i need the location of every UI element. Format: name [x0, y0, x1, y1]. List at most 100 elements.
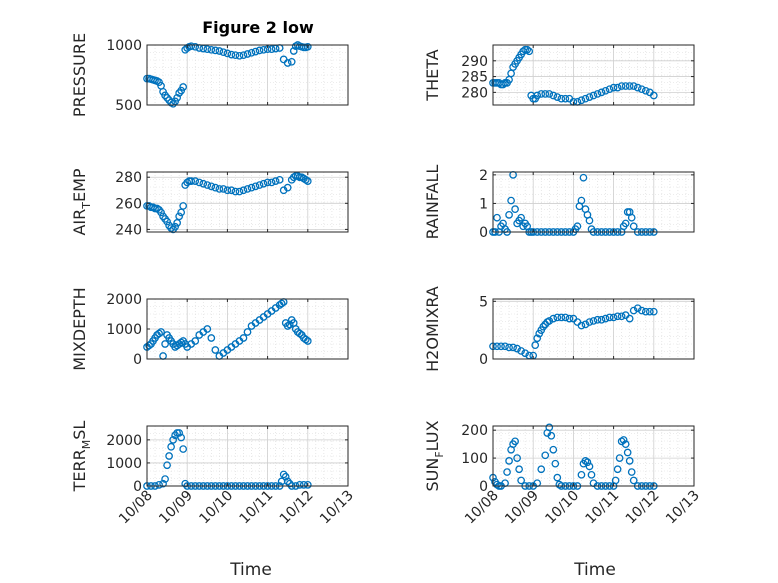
- data-point: [251, 47, 260, 56]
- data-point: [627, 213, 636, 222]
- data-point: [239, 51, 248, 60]
- data-point: [235, 187, 244, 196]
- data-point: [509, 343, 517, 352]
- y-axis-label: SUNFLUX: [423, 420, 446, 491]
- data-point: [561, 313, 570, 322]
- data-point: [157, 208, 165, 217]
- data-point: [275, 175, 284, 184]
- data-point: [593, 90, 602, 98]
- data-point: [207, 45, 216, 54]
- data-point: [557, 313, 566, 322]
- y-axis-label: AIRTEMP: [70, 168, 93, 235]
- data-point: [271, 177, 280, 185]
- data-point: [295, 329, 304, 338]
- data-point: [263, 178, 272, 187]
- data-point: [207, 334, 216, 342]
- y-tick-label: 1000: [106, 38, 142, 54]
- y-tick-label: 260: [115, 196, 142, 212]
- data-point: [553, 313, 562, 322]
- data-point: [561, 94, 570, 103]
- y-tick-label: 1000: [106, 456, 142, 472]
- data-point: [551, 459, 560, 468]
- data-point: [195, 178, 204, 187]
- y-axis-label: H2OMIXRA: [423, 286, 442, 372]
- data-point: [515, 465, 523, 474]
- data-point: [621, 440, 630, 448]
- y-tick-label: 285: [461, 70, 488, 86]
- data-point: [283, 322, 292, 330]
- y-axis-label: PRESSURE: [70, 33, 89, 117]
- data-point: [617, 312, 626, 321]
- data-point: [505, 343, 513, 352]
- data-point: [553, 93, 562, 101]
- data-point: [533, 334, 542, 343]
- y-tick-label: 0: [479, 225, 488, 241]
- subplot-mixdepth: 0 1000 2000 MIXDEPTH: [70, 287, 349, 371]
- data-point: [283, 183, 292, 192]
- data-point: [167, 442, 175, 451]
- axes-frame: [146, 44, 349, 106]
- subplot-h2omixra: 0 5 H2OMIXRA: [423, 286, 695, 372]
- x-axis-label-left: Time: [229, 560, 272, 580]
- data-point: [493, 213, 501, 222]
- data-point: [609, 313, 618, 322]
- y-tick-label: 500: [115, 98, 142, 114]
- data-point: [161, 475, 169, 483]
- data-point: [541, 90, 550, 98]
- data-point: [601, 314, 610, 323]
- data-point: [545, 423, 554, 432]
- data-point: [219, 48, 228, 57]
- data-point: [577, 96, 586, 105]
- data-point: [507, 196, 515, 205]
- data-point: [243, 185, 252, 193]
- y-tick-label: 2000: [106, 292, 142, 308]
- data-point: [175, 212, 184, 221]
- data-point: [517, 213, 525, 222]
- data-point: [613, 465, 622, 474]
- data-point: [179, 445, 188, 453]
- data-point: [637, 306, 646, 315]
- data-point: [585, 216, 594, 225]
- axes-frame: [492, 425, 695, 487]
- data-point: [157, 328, 165, 336]
- data-point: [215, 185, 224, 193]
- data-point: [589, 317, 598, 325]
- data-point: [549, 445, 558, 454]
- data-point: [547, 431, 556, 440]
- data-point: [581, 457, 590, 465]
- data-point: [177, 338, 186, 347]
- data-point: [621, 219, 630, 228]
- data-point: [521, 349, 530, 358]
- data-point: [549, 314, 558, 323]
- data-point: [611, 476, 620, 485]
- y-axis-label: MIXDEPTH: [70, 287, 89, 370]
- data-point: [247, 48, 256, 57]
- data-point: [629, 222, 638, 231]
- data-point: [549, 91, 558, 100]
- y-axis-label: TERRMSL: [70, 421, 93, 493]
- y-tick-label: 200: [461, 423, 488, 439]
- data-point: [227, 50, 236, 59]
- y-tick-label: 1000: [106, 322, 142, 338]
- data-point: [285, 320, 294, 329]
- data-point: [583, 458, 592, 467]
- y-tick-label: 0: [133, 352, 142, 368]
- data-point: [227, 186, 236, 195]
- data-point: [629, 476, 638, 485]
- y-tick-label: 0: [479, 352, 488, 368]
- data-point: [493, 342, 501, 351]
- data-point: [545, 317, 554, 325]
- axes-frame: [492, 44, 695, 106]
- data-point: [581, 320, 590, 329]
- y-tick-label: 100: [461, 451, 488, 467]
- data-point: [287, 57, 296, 66]
- data-point: [511, 437, 519, 446]
- data-point: [539, 322, 548, 331]
- data-point: [517, 476, 525, 485]
- y-tick-label: 0: [479, 479, 488, 495]
- subplot-air-temp: 240 260 280 AIRTEMP: [70, 168, 349, 238]
- data-point: [533, 91, 542, 100]
- data-point: [159, 479, 167, 488]
- data-point: [303, 480, 312, 489]
- y-tick-label: 0: [133, 479, 142, 495]
